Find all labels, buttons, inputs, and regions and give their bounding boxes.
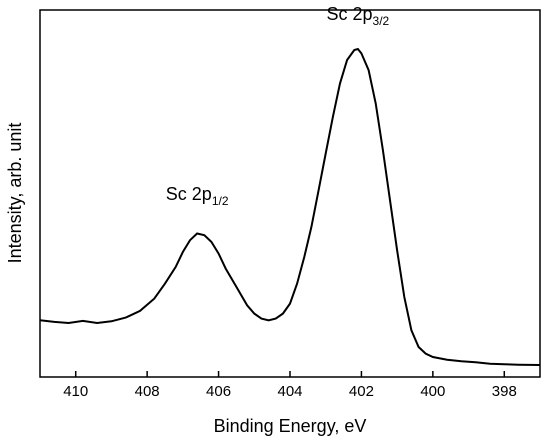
peak-label-base: Sc 2p xyxy=(166,184,212,204)
plot-frame xyxy=(39,9,541,378)
x-tick-label: 402 xyxy=(349,383,374,400)
x-tick-label: 410 xyxy=(63,383,88,400)
x-tick-label: 408 xyxy=(135,383,160,400)
peak-label-subscript: 1/2 xyxy=(212,194,229,208)
peak-label-subscript: 3/2 xyxy=(373,14,390,28)
peak-label: Sc 2p3/2 xyxy=(326,4,389,28)
peak-label-base: Sc 2p xyxy=(326,4,372,24)
x-axis-ticks: 410 408 406 404 402 400 398 xyxy=(63,371,517,400)
x-tick-label: 404 xyxy=(277,383,302,400)
x-tick-label: 398 xyxy=(492,383,517,400)
series-line xyxy=(39,47,541,366)
x-axis-label: Binding Energy, eV xyxy=(214,416,367,436)
peak-annotations: Sc 2p1/2Sc 2p3/2 xyxy=(166,4,390,208)
x-tick-label: 400 xyxy=(420,383,445,400)
x-tick-label: 406 xyxy=(206,383,231,400)
peak-label: Sc 2p1/2 xyxy=(166,184,229,208)
y-axis-label: Intensity, arb. unit xyxy=(5,123,25,264)
